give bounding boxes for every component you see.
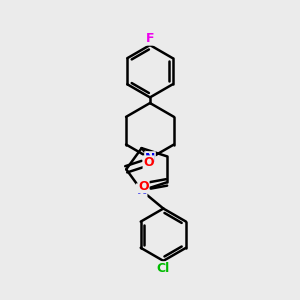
Text: O: O — [138, 180, 149, 193]
Text: F: F — [146, 32, 154, 45]
Text: O: O — [143, 156, 154, 169]
Text: N: N — [145, 152, 155, 165]
Text: N: N — [136, 184, 147, 197]
Text: Cl: Cl — [157, 262, 170, 275]
